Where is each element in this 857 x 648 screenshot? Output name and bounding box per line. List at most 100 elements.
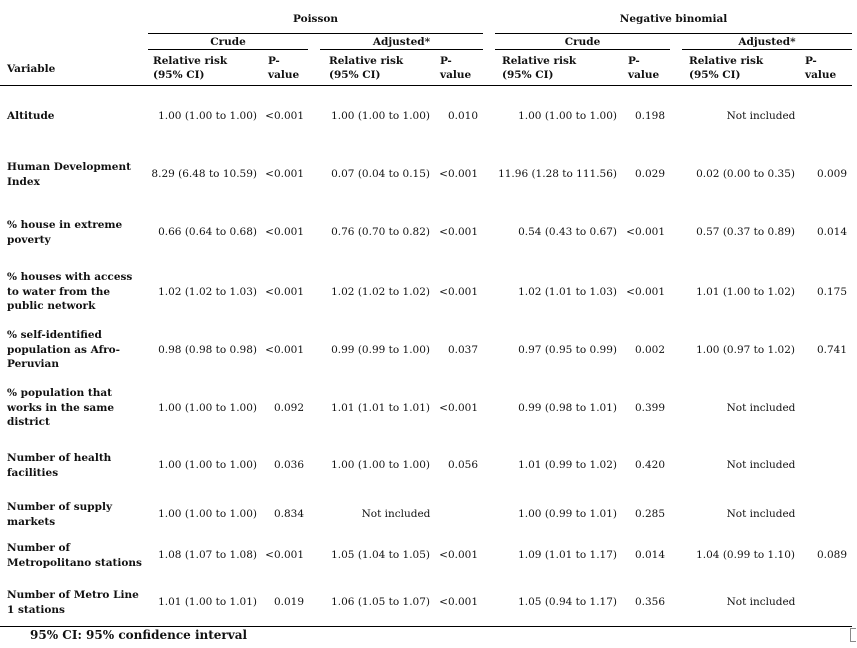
cell-negbin-crude-p: <0.001 xyxy=(626,285,665,298)
rule-negbin xyxy=(495,33,852,34)
cell-negbin-adjusted-p: 0.009 xyxy=(816,168,847,181)
cell-poisson-crude-p: <0.001 xyxy=(265,343,304,356)
cell-poisson-adjusted-p: <0.001 xyxy=(439,549,478,562)
cell-negbin-adjusted-rr: 1.01 (1.00 to 1.02) xyxy=(696,285,795,298)
cell-negbin-crude-rr: 1.02 (1.01 to 1.03) xyxy=(518,285,617,298)
header-poisson-crude: Crude xyxy=(210,36,246,48)
row-variable: Human Development Index xyxy=(7,161,131,188)
cell-poisson-crude-p: 0.834 xyxy=(273,508,304,521)
cell-negbin-crude-p: 0.014 xyxy=(634,549,665,562)
col-p-4a: P- xyxy=(805,55,817,67)
cell-poisson-crude-rr: 1.01 (1.00 to 1.01) xyxy=(158,596,257,609)
cell-poisson-crude-rr: 1.00 (1.00 to 1.00) xyxy=(158,110,257,122)
header-variable: Variable xyxy=(7,63,56,75)
col-rr-1b: (95% CI) xyxy=(153,69,205,81)
cell-negbin-crude-p: 0.198 xyxy=(634,110,665,122)
row-variable: Number of health facilities xyxy=(7,452,112,479)
cell-poisson-crude-p: <0.001 xyxy=(265,110,304,122)
cell-poisson-crude-rr: 8.29 (6.48 to 10.59) xyxy=(151,168,257,181)
cell-negbin-adjusted-rr: Not included xyxy=(726,596,796,609)
cell-poisson-adjusted-rr: Not included xyxy=(361,508,431,521)
col-rr-4a: Relative risk xyxy=(689,55,764,67)
cell-poisson-crude-rr: 1.00 (1.00 to 1.00) xyxy=(158,401,257,414)
cell-negbin-adjusted-rr: 1.04 (0.99 to 1.10) xyxy=(696,549,795,562)
row-variable: Number of supply markets xyxy=(7,501,113,528)
cell-poisson-crude-p: <0.001 xyxy=(265,226,304,239)
cell-poisson-adjusted-rr: 1.06 (1.05 to 1.07) xyxy=(331,596,430,609)
col-p-2a: P- xyxy=(440,55,452,67)
cell-poisson-crude-rr: 1.08 (1.07 to 1.08) xyxy=(158,549,257,562)
cell-poisson-adjusted-rr: 0.76 (0.70 to 0.82) xyxy=(331,226,430,239)
cell-negbin-crude-p: 0.420 xyxy=(634,459,665,472)
cell-negbin-crude-rr: 1.01 (0.99 to 1.02) xyxy=(518,459,617,472)
cell-negbin-crude-rr: 1.05 (0.94 to 1.17) xyxy=(518,596,617,609)
col-p-2b: value xyxy=(440,69,472,81)
cell-poisson-crude-p: <0.001 xyxy=(265,285,304,298)
rule-header-bottom xyxy=(0,85,852,86)
row-variable: % house in extreme poverty xyxy=(7,219,123,246)
col-rr-2a: Relative risk xyxy=(329,55,404,67)
cell-poisson-crude-rr: 1.00 (1.00 to 1.00) xyxy=(158,508,257,521)
cell-negbin-adjusted-p: 0.741 xyxy=(816,343,847,356)
row-variable: Number of Metro Line 1 stations xyxy=(7,589,139,616)
col-rr-2b: (95% CI) xyxy=(329,69,381,81)
header-negbin-adjusted: Adjusted* xyxy=(738,36,796,48)
cell-negbin-adjusted-p: 0.089 xyxy=(816,549,847,562)
cell-negbin-crude-rr: 11.96 (1.28 to 111.56) xyxy=(498,168,617,181)
rule-poisson-crude xyxy=(148,49,308,50)
cell-poisson-crude-p: 0.019 xyxy=(273,596,304,609)
cell-poisson-adjusted-rr: 0.07 (0.04 to 0.15) xyxy=(331,168,430,181)
col-p-4b: value xyxy=(805,69,837,81)
cell-negbin-adjusted-p: 0.175 xyxy=(816,285,847,298)
footnote: 95% CI: 95% confidence interval xyxy=(30,628,248,642)
cell-negbin-crude-rr: 0.54 (0.43 to 0.67) xyxy=(518,226,617,239)
header-negbin-crude: Crude xyxy=(564,36,601,48)
col-p-1a: P- xyxy=(268,55,280,67)
cell-negbin-crude-rr: 0.97 (0.95 to 0.99) xyxy=(518,343,617,356)
cell-negbin-crude-p: 0.399 xyxy=(634,401,665,414)
cell-poisson-adjusted-rr: 1.02 (1.02 to 1.02) xyxy=(331,285,430,298)
cell-poisson-crude-p: 0.036 xyxy=(273,459,304,472)
header-poisson: Poisson xyxy=(292,13,339,25)
rule-poisson xyxy=(148,33,483,34)
cell-negbin-crude-p: 0.356 xyxy=(634,596,665,609)
cell-poisson-adjusted-p: 0.010 xyxy=(447,110,478,122)
cell-negbin-crude-rr: 0.99 (0.98 to 1.01) xyxy=(518,401,617,414)
cell-poisson-crude-p: <0.001 xyxy=(265,168,304,181)
cell-negbin-adjusted-rr: 0.02 (0.00 to 0.35) xyxy=(696,168,795,181)
cell-negbin-adjusted-rr: 1.00 (0.97 to 1.02) xyxy=(696,343,795,356)
col-p-3b: value xyxy=(628,69,660,81)
cell-poisson-adjusted-p: <0.001 xyxy=(439,226,478,239)
cell-poisson-adjusted-p: 0.037 xyxy=(447,343,478,356)
col-rr-3b: (95% CI) xyxy=(502,69,554,81)
cell-negbin-crude-p: 0.285 xyxy=(634,508,665,521)
cell-negbin-crude-p: 0.029 xyxy=(634,168,665,181)
row-variable: Altitude xyxy=(7,110,55,122)
col-rr-3a: Relative risk xyxy=(502,55,577,67)
cell-negbin-crude-p: 0.002 xyxy=(634,343,665,356)
rule-negbin-adjusted xyxy=(682,49,852,50)
cell-poisson-adjusted-p: 0.056 xyxy=(447,459,478,472)
header-negative-binomial: Negative binomial xyxy=(619,13,728,25)
col-rr-1a: Relative risk xyxy=(153,55,228,67)
cell-poisson-adjusted-rr: 1.00 (1.00 to 1.00) xyxy=(331,110,430,122)
row-variable: % population that works in the same dist… xyxy=(7,387,115,428)
corner-mark xyxy=(850,628,856,642)
cell-poisson-adjusted-rr: 1.05 (1.04 to 1.05) xyxy=(331,549,430,562)
rule-table-bottom xyxy=(0,626,852,627)
col-p-3a: P- xyxy=(628,55,640,67)
cell-poisson-crude-rr: 0.98 (0.98 to 0.98) xyxy=(158,343,257,356)
row-variable: % self-identified population as Afro-Per… xyxy=(7,329,120,370)
cell-negbin-adjusted-rr: 0.57 (0.37 to 0.89) xyxy=(696,226,795,239)
header-poisson-adjusted: Adjusted* xyxy=(372,36,431,48)
cell-negbin-crude-p: <0.001 xyxy=(626,226,665,239)
rule-poisson-adjusted xyxy=(320,49,483,50)
cell-negbin-crude-rr: 1.00 (0.99 to 1.01) xyxy=(518,508,617,521)
cell-poisson-crude-rr: 0.66 (0.64 to 0.68) xyxy=(158,226,257,239)
rule-negbin-crude xyxy=(495,49,670,50)
cell-negbin-crude-rr: 1.09 (1.01 to 1.17) xyxy=(518,549,617,562)
cell-poisson-crude-rr: 1.00 (1.00 to 1.00) xyxy=(158,459,257,472)
cell-poisson-adjusted-p: <0.001 xyxy=(439,285,478,298)
col-rr-4b: (95% CI) xyxy=(689,69,741,81)
cell-poisson-adjusted-rr: 1.00 (1.00 to 1.00) xyxy=(331,459,430,472)
